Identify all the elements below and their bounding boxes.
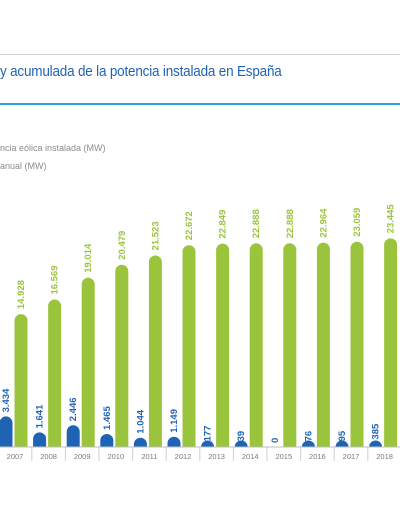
x-tick-label-2014: 2014	[242, 452, 259, 461]
data-label-cumulative-2017: 23.059	[352, 208, 363, 237]
data-label-cumulative-2009: 19.014	[83, 243, 94, 273]
bar-cumulative-2014	[249, 243, 263, 447]
bar-annual-2017	[335, 440, 349, 447]
bar-annual-2010	[100, 433, 114, 447]
data-label-cumulative-2007: 14.928	[16, 280, 27, 309]
data-label-annual-2017: 95	[337, 430, 348, 441]
x-tick-label-2011: 2011	[141, 452, 157, 461]
data-label-cumulative-2013: 22.849	[218, 210, 229, 239]
data-label-annual-2014: 39	[236, 431, 247, 442]
bar-annual-2013	[201, 440, 215, 447]
data-label-cumulative-2008: 16.569	[50, 265, 61, 294]
bar-cumulative-2017	[350, 241, 364, 447]
data-label-cumulative-2016: 22.964	[318, 208, 329, 238]
x-tick-label-2008: 2008	[40, 452, 57, 461]
x-tick-label-2013: 2013	[208, 452, 225, 461]
x-tick-label-2015: 2015	[275, 452, 292, 461]
data-label-annual-2018: 385	[371, 423, 382, 440]
x-tick-label-2012: 2012	[175, 452, 192, 461]
data-label-cumulative-2014: 22.888	[251, 209, 262, 238]
bar-cumulative-2009	[81, 277, 95, 447]
bar-cumulative-2007	[14, 314, 28, 447]
bar-cumulative-2008	[48, 299, 62, 447]
data-label-cumulative-2011: 21.523	[150, 221, 161, 250]
x-tick-label-2017: 2017	[343, 452, 360, 461]
top-divider	[0, 54, 400, 55]
data-label-annual-2007: 3.434	[1, 388, 12, 412]
data-label-cumulative-2010: 20.479	[117, 231, 128, 260]
data-label-cumulative-2012: 22.672	[184, 211, 195, 240]
data-label-annual-2011: 1.044	[135, 409, 146, 433]
x-tick-label-2016: 2016	[309, 452, 326, 461]
legend-item-cumulative: ncia eólica instalada (MW)	[0, 143, 106, 153]
legend: ncia eólica instalada (MW) anual (MW)	[0, 142, 106, 178]
data-label-annual-2016: 76	[303, 431, 314, 442]
title-underline	[0, 103, 400, 105]
bar-cumulative-2010	[115, 264, 129, 447]
bar-cumulative-2013	[216, 243, 230, 447]
data-label-cumulative-2018: 23.445	[386, 204, 397, 234]
bar-annual-2012	[167, 436, 181, 447]
chart-title: y acumulada de la potencia instalada en …	[0, 64, 282, 80]
data-label-annual-2009: 2.446	[68, 397, 79, 421]
x-tick-label-2009: 2009	[74, 452, 91, 461]
bar-cumulative-2012	[182, 245, 196, 447]
x-tick-label-2010: 2010	[107, 452, 124, 461]
data-label-annual-2008: 1.641	[35, 404, 46, 428]
bar-annual-2008	[33, 432, 47, 447]
bar-annual-2009	[66, 425, 80, 447]
bar-cumulative-2011	[148, 255, 162, 447]
data-label-cumulative-2015: 22.888	[285, 209, 296, 238]
bar-annual-2007	[0, 416, 13, 447]
data-label-annual-2010: 1.465	[102, 405, 113, 429]
bar-cumulative-2015	[283, 243, 297, 447]
bar-annual-2014	[234, 440, 248, 447]
data-label-annual-2015: 0	[270, 438, 281, 443]
x-tick-label-2018: 2018	[376, 452, 393, 461]
bar-annual-2018	[369, 440, 383, 447]
bar-annual-2011	[133, 437, 147, 447]
bar-annual-2016	[301, 440, 315, 447]
bar-cumulative-2018	[384, 238, 398, 447]
data-label-annual-2013: 177	[203, 426, 214, 442]
bar-cumulative-2016	[316, 242, 330, 447]
legend-item-annual: anual (MW)	[0, 161, 47, 171]
data-label-annual-2012: 1.149	[169, 409, 180, 433]
x-tick-label-2007: 2007	[7, 452, 24, 461]
